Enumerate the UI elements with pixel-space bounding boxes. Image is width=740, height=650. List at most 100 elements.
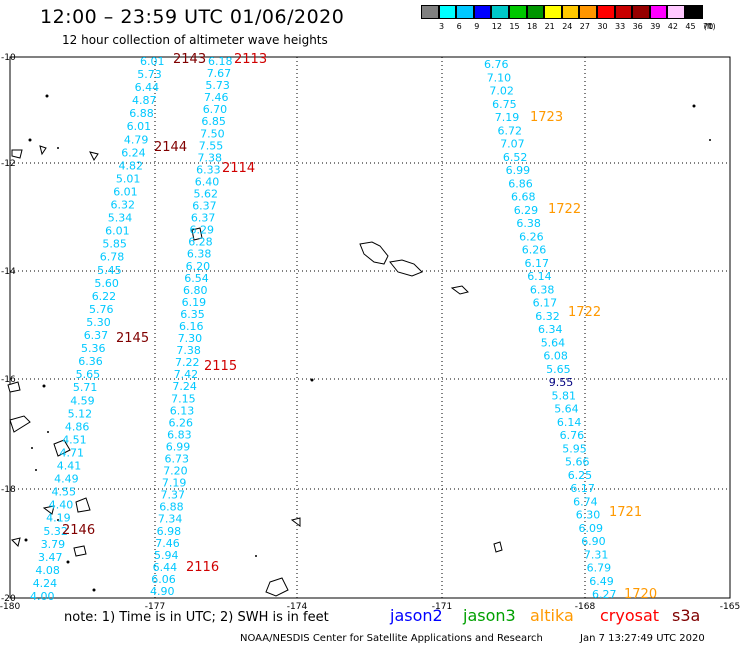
wave-height-value: 6.78 <box>100 251 125 264</box>
wave-height-value: 5.71 <box>73 381 98 394</box>
latitude-label: -18 <box>1 485 16 495</box>
wave-height-value: 6.06 <box>151 573 176 586</box>
wave-height-value: 5.64 <box>541 336 566 349</box>
scale-swatch <box>526 5 545 19</box>
scale-label: 36 <box>632 22 643 31</box>
wave-height-color-scale <box>421 5 703 19</box>
wave-height-value: 7.38 <box>176 344 201 357</box>
wave-height-value: 6.40 <box>195 176 220 189</box>
wave-height-value: 6.85 <box>201 115 226 128</box>
wave-height-value: 4.86 <box>65 420 90 433</box>
wave-height-value: 9.55 <box>549 376 574 389</box>
wave-height-value: 6.01 <box>105 225 130 238</box>
wave-height-value: 6.36 <box>78 355 103 368</box>
wave-height-value: 6.98 <box>157 525 182 538</box>
wave-height-value: 7.20 <box>163 465 188 478</box>
wave-height-value: 6.90 <box>581 535 606 548</box>
pass-time-label: 2144 <box>154 140 187 155</box>
wave-height-value: 6.13 <box>170 404 195 417</box>
scale-label: 21 <box>544 22 555 31</box>
scale-swatch <box>421 5 439 19</box>
wave-height-value: 7.31 <box>584 548 609 561</box>
wave-height-value: 6.52 <box>503 151 528 164</box>
scale-label: 70 <box>703 22 714 31</box>
scale-swatch <box>508 5 527 19</box>
wave-height-value: 7.46 <box>204 91 229 104</box>
longitude-label: -174 <box>287 602 308 612</box>
wave-height-value: 6.01 <box>113 186 138 199</box>
longitude-label: -180 <box>0 602 20 612</box>
wave-height-value: 3.79 <box>41 538 65 551</box>
wave-height-value: 6.20 <box>186 260 211 273</box>
scale-label: 33 <box>615 22 626 31</box>
wave-height-value: 6.08 <box>543 350 568 363</box>
wave-height-value: 5.73 <box>137 68 162 81</box>
wave-height-value: 7.34 <box>158 513 183 526</box>
wave-height-value: 5.12 <box>68 407 93 420</box>
wave-height-value: 6.73 <box>165 453 190 466</box>
wave-height-value: 7.38 <box>198 151 223 164</box>
scale-swatch <box>473 5 492 19</box>
satellite-jason2: jason2 <box>390 606 443 625</box>
wave-height-value: 6.22 <box>92 290 117 303</box>
scale-swatch <box>684 5 703 19</box>
wave-height-value: 6.37 <box>192 200 217 213</box>
wave-height-value: 6.72 <box>498 124 523 137</box>
map-frame <box>9 56 731 599</box>
wave-height-value: 6.14 <box>557 416 582 429</box>
latitude-label: -12 <box>1 159 16 169</box>
wave-height-value: 6.14 <box>527 270 552 283</box>
wave-height-value: 4.82 <box>119 159 144 172</box>
wave-height-value: 6.35 <box>180 308 205 321</box>
wave-height-value: 6.88 <box>129 107 154 120</box>
wave-height-value: 6.80 <box>183 284 208 297</box>
scale-swatch <box>596 5 615 19</box>
wave-height-value: 6.24 <box>121 146 146 159</box>
wave-height-value: 6.01 <box>127 120 152 133</box>
graticule <box>10 57 730 598</box>
scale-swatch <box>438 5 457 19</box>
wave-height-value: 7.19 <box>495 111 520 124</box>
wave-height-value: 6.75 <box>492 98 516 111</box>
latitude-label: -20 <box>1 594 16 604</box>
wave-height-value: 6.28 <box>188 236 213 249</box>
latitude-labels: -10 -12 -14 -16 -18 -20 <box>1 53 16 604</box>
wave-height-value: 6.34 <box>538 323 563 336</box>
wave-height-value: 7.50 <box>200 127 225 140</box>
wave-height-value: 6.29 <box>514 204 539 217</box>
wave-height-value: 4.79 <box>124 133 148 146</box>
island-savaii <box>359 241 389 265</box>
pass-time-label: 1723 <box>530 110 563 125</box>
scale-label: 24 <box>562 22 573 31</box>
pass-time-label: 1721 <box>609 505 642 520</box>
wave-height-value: 3.47 <box>38 551 63 564</box>
longitude-label: -168 <box>575 602 596 612</box>
scale-swatch <box>632 5 650 19</box>
satellite-cryosat: cryosat <box>600 606 660 625</box>
wave-height-value: 6.33 <box>196 163 221 176</box>
wave-height-value: 7.19 <box>162 477 187 490</box>
wave-height-value: 6.01 <box>140 55 165 68</box>
wave-height-value: 6.99 <box>506 164 530 177</box>
wave-height-value: 6.18 <box>208 55 233 68</box>
wave-height-value: 6.17 <box>525 257 550 270</box>
pass-time-labels: 2143 2113 2144 2114 2145 2115 2146 2116 1723 1722… <box>62 52 657 602</box>
wave-height-value: 6.76 <box>560 429 585 442</box>
wave-height-value: 4.19 <box>46 512 71 525</box>
wave-height-value: 6.17 <box>570 482 595 495</box>
wave-height-value: 5.65 <box>546 363 571 376</box>
wave-height-value: 4.51 <box>62 433 86 446</box>
wave-height-value: 7.24 <box>172 380 197 393</box>
wave-height-value: 7.10 <box>487 71 512 84</box>
wave-height-value: 7.07 <box>500 138 525 151</box>
timestamp-text: Jan 7 13:27:49 UTC 2020 <box>580 633 705 644</box>
satellite-s3a: s3a <box>672 606 701 625</box>
scale-label: 9 <box>474 22 480 31</box>
island-outlines <box>7 145 503 597</box>
wave-height-value: 6.37 <box>191 212 216 225</box>
wave-height-value: 6.26 <box>169 416 194 429</box>
wave-height-value: 4.90 <box>150 585 175 598</box>
wave-height-value: 5.60 <box>94 277 119 290</box>
scale-swatch <box>667 5 685 19</box>
wave-height-value: 7.67 <box>207 67 232 80</box>
